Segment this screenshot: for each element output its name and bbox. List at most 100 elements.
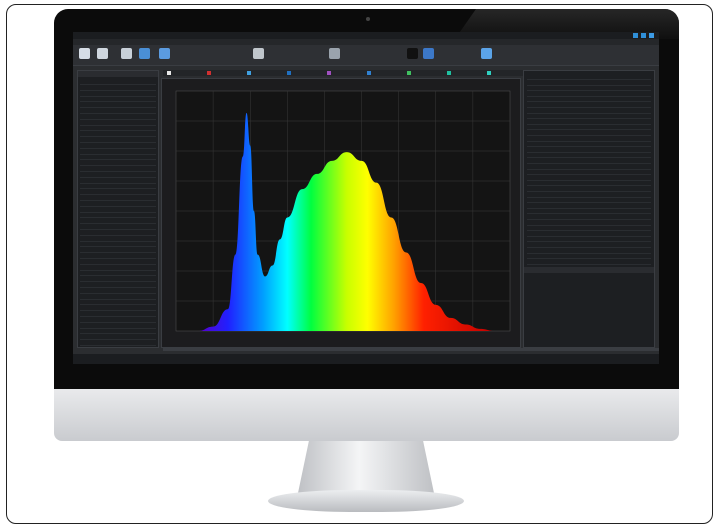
table-row[interactable] (80, 236, 156, 242)
close-button[interactable] (649, 33, 654, 38)
table-row[interactable] (80, 334, 156, 341)
property-row (527, 113, 651, 120)
table-row[interactable] (80, 294, 156, 300)
property-row (527, 124, 651, 131)
series-toggle[interactable] (247, 71, 251, 75)
table-row[interactable] (80, 328, 156, 335)
property-row (527, 220, 651, 226)
minimize-button[interactable] (633, 33, 638, 38)
table-row[interactable] (80, 259, 156, 265)
status-bar (73, 354, 659, 364)
series-toggle[interactable] (487, 71, 491, 75)
chart-icon[interactable] (423, 48, 434, 59)
table-row[interactable] (80, 270, 156, 277)
table-row[interactable] (80, 317, 156, 323)
property-row (527, 164, 651, 170)
table-row[interactable] (80, 253, 156, 259)
table-row[interactable] (80, 166, 156, 172)
spectrum-chart-panel (161, 78, 521, 348)
table-row[interactable] (80, 91, 156, 97)
table-row[interactable] (80, 131, 156, 138)
data-table-header (78, 71, 158, 77)
property-row (527, 259, 651, 265)
gear-icon[interactable] (329, 48, 340, 59)
color-icon[interactable] (407, 48, 418, 59)
property-row (527, 119, 651, 125)
property-row (527, 152, 651, 159)
table-row[interactable] (80, 160, 156, 167)
property-row (527, 80, 651, 86)
table-row[interactable] (80, 183, 156, 190)
property-row (527, 136, 651, 142)
property-row (527, 192, 651, 198)
title-bar (73, 32, 659, 39)
table-row[interactable] (80, 218, 156, 225)
series-toggle[interactable] (447, 71, 451, 75)
table-row[interactable] (80, 178, 156, 184)
property-row (527, 203, 651, 209)
table-row[interactable] (80, 247, 156, 254)
spectrum-chart (175, 90, 511, 332)
property-row (527, 242, 651, 248)
series-toggle[interactable] (167, 71, 171, 75)
property-row (527, 158, 651, 164)
table-row[interactable] (80, 305, 156, 312)
table-row[interactable] (80, 149, 156, 155)
chart-marks (198, 112, 496, 331)
measure-icon[interactable] (139, 48, 150, 59)
export-icon[interactable] (481, 48, 492, 59)
data-table-panel (77, 70, 159, 348)
table-row[interactable] (80, 189, 156, 196)
series-toggle[interactable] (327, 71, 331, 75)
table-row[interactable] (80, 96, 156, 103)
table-row[interactable] (80, 265, 156, 271)
properties-section-header (524, 267, 654, 273)
property-row (527, 169, 651, 176)
table-row[interactable] (80, 288, 156, 294)
table-row[interactable] (80, 137, 156, 143)
table-row[interactable] (80, 154, 156, 161)
zoom-icon[interactable] (253, 48, 264, 59)
table-row[interactable] (80, 143, 156, 149)
maximize-button[interactable] (641, 33, 646, 38)
properties-panel (523, 70, 655, 348)
table-row[interactable] (80, 207, 156, 213)
series-toggle[interactable] (367, 71, 371, 75)
table-row[interactable] (80, 276, 156, 283)
table-row[interactable] (80, 108, 156, 114)
table-row[interactable] (80, 282, 156, 288)
table-row[interactable] (80, 120, 156, 126)
table-row[interactable] (80, 230, 156, 236)
property-row (527, 236, 651, 243)
open-icon[interactable] (79, 48, 90, 59)
property-row (527, 74, 651, 80)
table-row[interactable] (80, 85, 156, 91)
property-row (527, 248, 651, 254)
table-row[interactable] (80, 299, 156, 306)
save-icon[interactable] (97, 48, 108, 59)
table-row[interactable] (80, 114, 156, 120)
settings-icon[interactable] (159, 48, 170, 59)
search-icon[interactable] (121, 48, 132, 59)
table-row[interactable] (80, 195, 156, 201)
table-row[interactable] (80, 172, 156, 178)
property-row (527, 175, 651, 181)
series-toggle[interactable] (287, 71, 291, 75)
table-row[interactable] (80, 224, 156, 230)
table-row[interactable] (80, 201, 156, 207)
monitor-stand-base (268, 490, 464, 512)
table-row[interactable] (80, 241, 156, 248)
series-toggle[interactable] (407, 71, 411, 75)
series-toggle-bar (163, 70, 523, 76)
property-row (527, 91, 651, 97)
table-row[interactable] (80, 340, 156, 346)
table-row[interactable] (80, 102, 156, 109)
horizontal-scrollbar[interactable] (163, 348, 659, 351)
table-row[interactable] (80, 311, 156, 317)
series-toggle[interactable] (207, 71, 211, 75)
table-row[interactable] (80, 79, 156, 85)
property-row (527, 197, 651, 204)
table-row[interactable] (80, 125, 156, 132)
table-row[interactable] (80, 212, 156, 219)
table-row[interactable] (80, 323, 156, 329)
